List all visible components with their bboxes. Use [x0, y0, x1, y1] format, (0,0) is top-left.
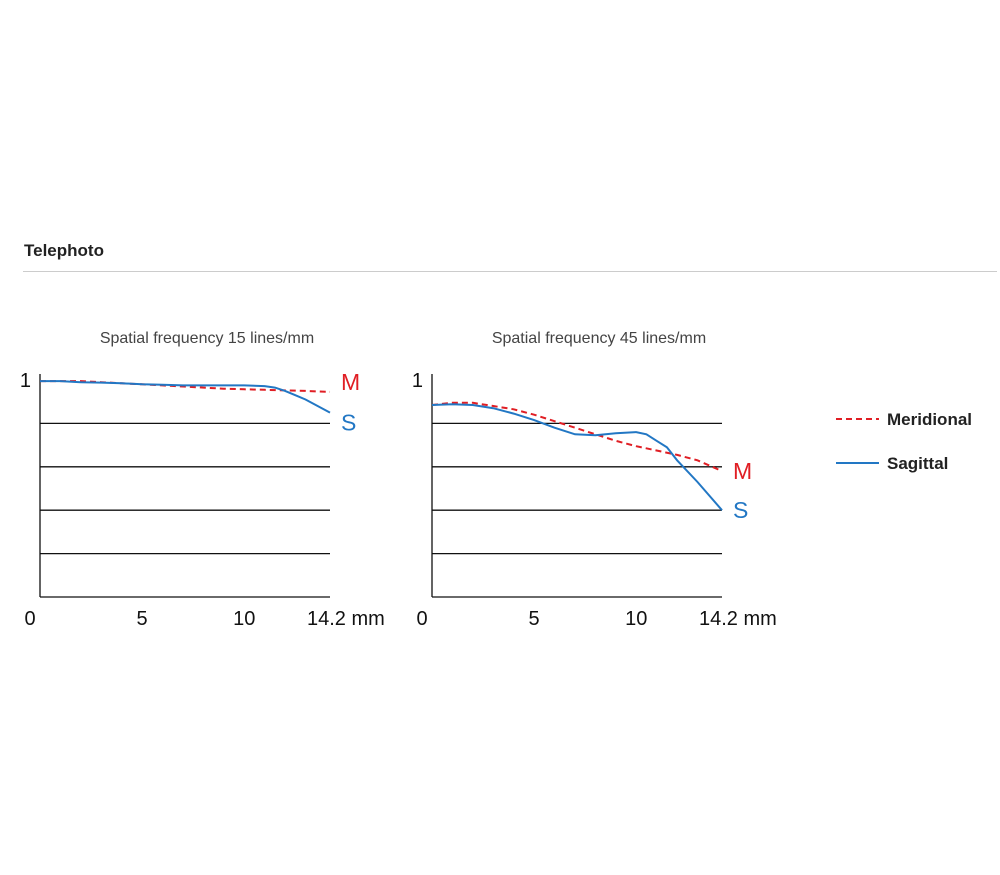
x-tick-label: 14.2 mm: [307, 608, 385, 630]
sagittal-end-label: S: [733, 497, 748, 523]
x-tick-label: 5: [529, 608, 540, 630]
legend-sagittal-label: Sagittal: [887, 454, 948, 473]
x-tick-label: 10: [233, 608, 255, 630]
y-tick-label: 1: [412, 370, 423, 392]
chart-title: Spatial frequency 15 lines/mm: [100, 330, 314, 347]
x-tick-label: 0: [416, 608, 427, 630]
legend-meridional-label: Meridional: [887, 410, 972, 429]
meridional-end-label: M: [733, 458, 752, 484]
x-tick-label: 5: [137, 608, 148, 630]
sagittal-line: [431, 403, 723, 511]
meridional-line: [431, 401, 723, 473]
x-tick-label: 0: [24, 608, 35, 630]
x-tick-label: 10: [625, 608, 647, 630]
meridional-line: [40, 380, 331, 393]
sagittal-end-label: S: [341, 410, 356, 436]
section-divider: [23, 271, 997, 272]
section-title: Telephoto: [24, 241, 104, 260]
chart-title: Spatial frequency 45 lines/mm: [492, 330, 706, 347]
meridional-end-label: M: [341, 369, 360, 395]
sagittal-line: [40, 380, 331, 414]
y-tick-label: 1: [20, 370, 31, 392]
x-tick-label: 14.2 mm: [699, 608, 777, 630]
